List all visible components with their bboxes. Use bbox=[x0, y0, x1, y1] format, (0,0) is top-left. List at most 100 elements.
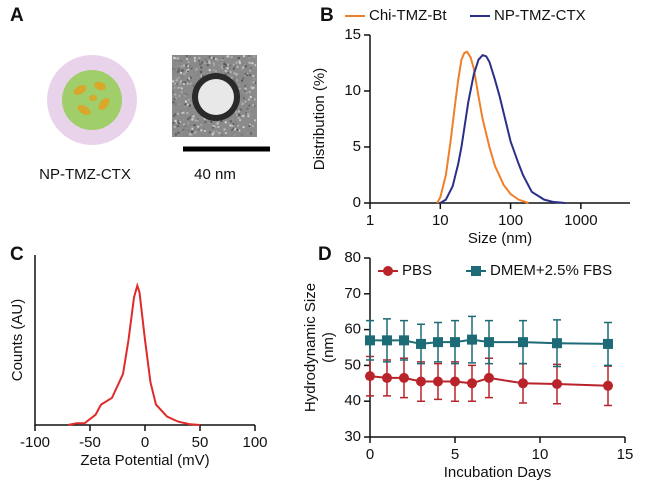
noise-dot bbox=[245, 65, 248, 68]
noise-dot bbox=[196, 67, 199, 70]
noise-dot bbox=[237, 56, 240, 59]
noise-dot bbox=[249, 132, 252, 135]
noise-dot bbox=[252, 77, 255, 80]
noise-dot bbox=[237, 84, 240, 87]
marker bbox=[416, 376, 426, 387]
noise-dot bbox=[195, 68, 198, 71]
x-tick-label: 100 bbox=[498, 212, 523, 229]
noise-dot bbox=[252, 104, 255, 107]
noise-dot bbox=[240, 68, 243, 71]
noise-dot bbox=[245, 112, 248, 115]
noise-dot bbox=[220, 62, 223, 65]
noise-dot bbox=[179, 87, 182, 90]
noise-dot bbox=[197, 120, 200, 123]
noise-dot bbox=[193, 56, 196, 59]
noise-dot bbox=[248, 61, 251, 64]
noise-dot bbox=[249, 95, 252, 98]
noise-dot bbox=[177, 76, 180, 79]
noise-dot bbox=[222, 57, 225, 60]
x-axis-label: Incubation Days bbox=[444, 464, 552, 481]
noise-dot bbox=[238, 60, 241, 63]
noise-dot bbox=[179, 80, 182, 83]
noise-dot bbox=[192, 84, 195, 87]
marker bbox=[552, 338, 562, 349]
y-tick-label: 30 bbox=[344, 428, 361, 445]
marker bbox=[450, 376, 460, 387]
noise-dot bbox=[174, 119, 177, 122]
noise-dot bbox=[244, 84, 247, 87]
noise-dot bbox=[183, 64, 186, 67]
noise-dot bbox=[192, 115, 195, 118]
noise-dot bbox=[241, 114, 244, 117]
x-tick-label: 10 bbox=[432, 212, 449, 229]
noise-dot bbox=[241, 102, 244, 105]
y-tick-label: 50 bbox=[344, 356, 361, 373]
noise-dot bbox=[193, 59, 196, 62]
noise-dot bbox=[189, 82, 192, 85]
noise-dot bbox=[191, 73, 194, 76]
noise-dot bbox=[188, 104, 191, 107]
noise-dot bbox=[172, 68, 175, 71]
noise-dot bbox=[177, 120, 180, 123]
noise-dot bbox=[224, 70, 227, 73]
noise-dot bbox=[213, 64, 216, 67]
noise-dot bbox=[211, 133, 214, 136]
noise-dot bbox=[236, 82, 239, 85]
y-tick-label: 10 bbox=[344, 82, 361, 99]
noise-dot bbox=[172, 70, 175, 73]
noise-dot bbox=[200, 123, 203, 126]
noise-dot bbox=[207, 60, 210, 63]
noise-dot bbox=[180, 92, 183, 95]
noise-dot bbox=[251, 62, 254, 65]
noise-dot bbox=[180, 59, 183, 62]
noise-dot bbox=[232, 76, 235, 79]
noise-dot bbox=[208, 122, 211, 125]
y-tick-label: 15 bbox=[344, 26, 361, 43]
noise-dot bbox=[191, 113, 194, 116]
noise-dot bbox=[227, 55, 230, 58]
noise-dot bbox=[243, 63, 246, 66]
noise-dot bbox=[177, 64, 180, 67]
noise-dot bbox=[248, 104, 251, 107]
series-line bbox=[439, 54, 566, 204]
noise-dot bbox=[223, 62, 226, 65]
noise-dot bbox=[176, 77, 179, 80]
noise-dot bbox=[235, 73, 238, 76]
marker bbox=[450, 337, 460, 348]
marker bbox=[382, 372, 392, 383]
noise-dot bbox=[223, 60, 226, 63]
noise-dot bbox=[182, 77, 185, 80]
y-tick-label: 40 bbox=[344, 392, 361, 409]
noise-dot bbox=[208, 69, 211, 72]
noise-dot bbox=[222, 59, 225, 62]
y-tick-label: 80 bbox=[344, 249, 361, 266]
noise-dot bbox=[237, 76, 240, 79]
legend-label: PBS bbox=[402, 262, 432, 279]
noise-dot bbox=[174, 103, 177, 106]
noise-dot bbox=[186, 103, 189, 106]
noise-dot bbox=[253, 56, 256, 59]
noise-dot bbox=[251, 84, 254, 87]
noise-dot bbox=[249, 62, 252, 65]
noise-dot bbox=[249, 69, 252, 72]
noise-dot bbox=[231, 118, 234, 121]
noise-dot bbox=[173, 97, 176, 100]
noise-dot bbox=[185, 134, 188, 137]
noise-dot bbox=[178, 122, 181, 125]
noise-dot bbox=[189, 101, 192, 104]
noise-dot bbox=[190, 133, 193, 136]
noise-dot bbox=[198, 57, 201, 60]
noise-dot bbox=[214, 57, 217, 60]
noise-dot bbox=[224, 66, 227, 69]
noise-dot bbox=[173, 114, 176, 117]
noise-dot bbox=[215, 130, 218, 133]
noise-dot bbox=[191, 118, 194, 121]
noise-dot bbox=[230, 77, 233, 80]
noise-dot bbox=[247, 112, 250, 115]
noise-dot bbox=[249, 131, 252, 134]
noise-dot bbox=[233, 128, 236, 131]
noise-dot bbox=[185, 66, 188, 69]
noise-dot bbox=[173, 121, 176, 124]
noise-dot bbox=[221, 134, 224, 137]
noise-dot bbox=[186, 112, 189, 115]
